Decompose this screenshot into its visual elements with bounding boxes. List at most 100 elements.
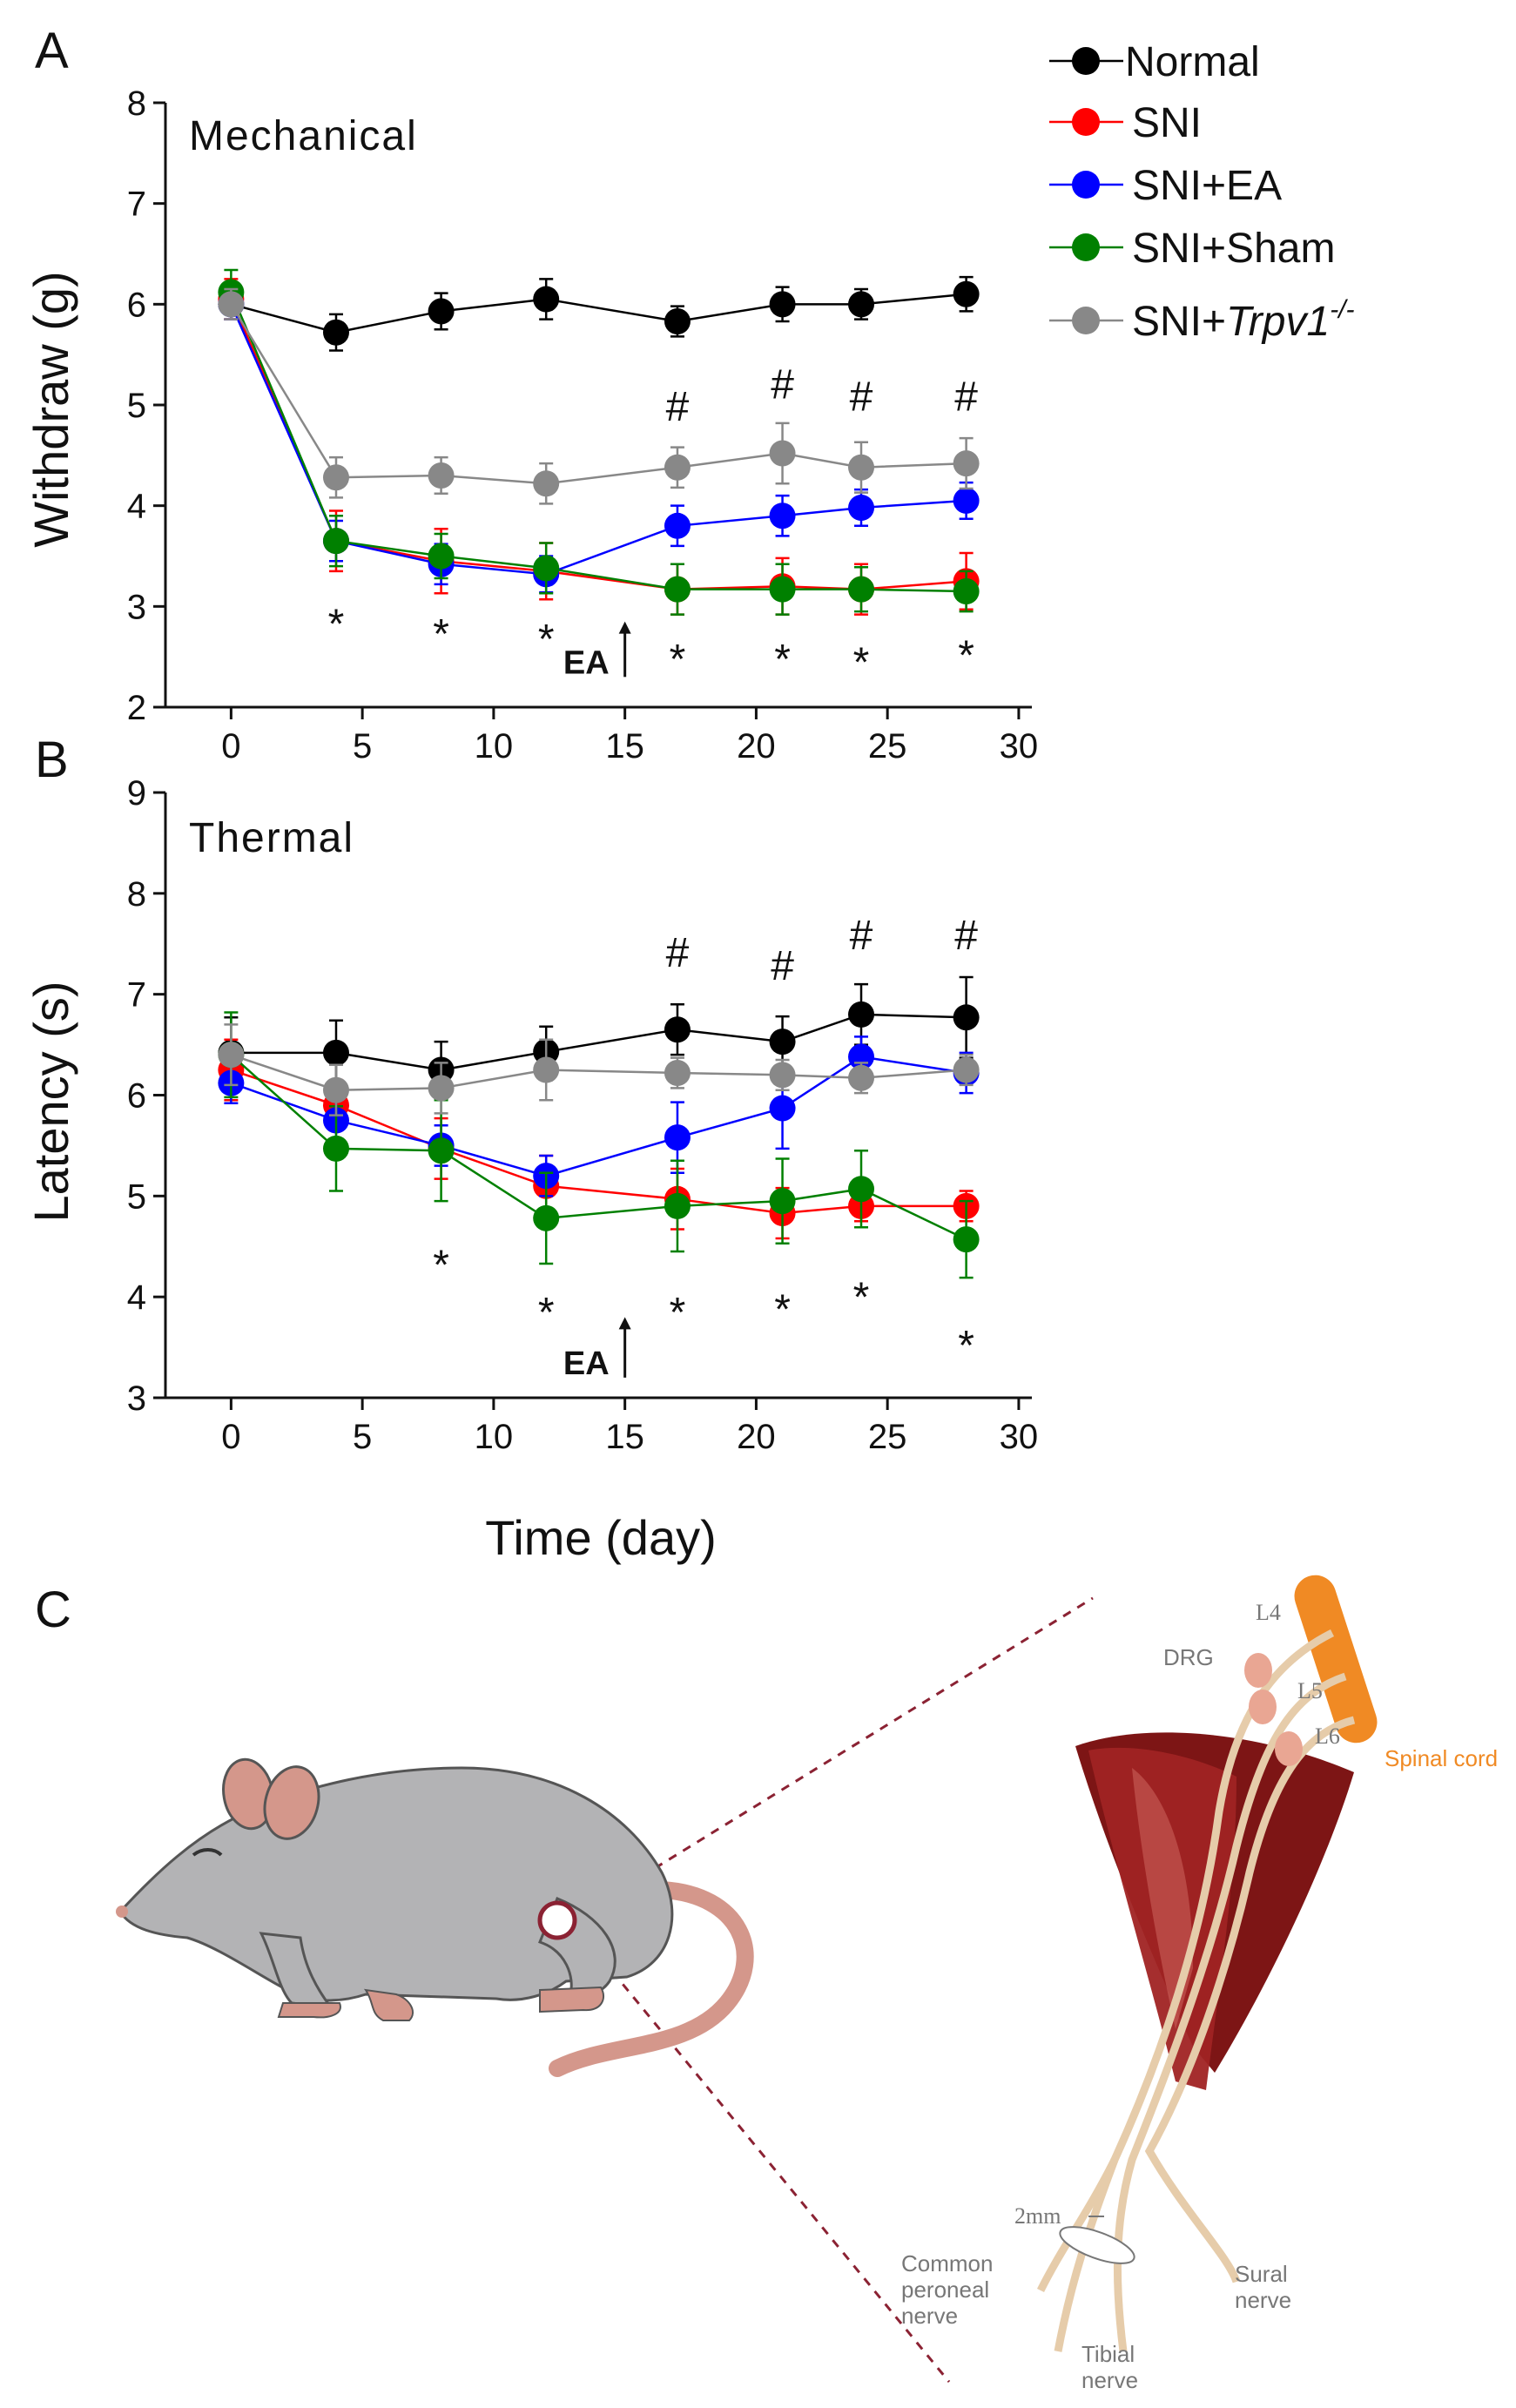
label-common-peroneal-3: nerve	[901, 2303, 958, 2329]
y-tick-label: 7	[127, 976, 146, 1015]
y-tick-label: 3	[127, 588, 146, 626]
label-drg: DRG	[1163, 1644, 1214, 1670]
label-2mm: 2mm	[1014, 2203, 1061, 2229]
series-line-SNI	[230, 1069, 967, 1215]
data-point-Normal	[664, 1016, 691, 1043]
significance-star: *	[538, 1290, 555, 1336]
data-point-SNI+Trpv1-/-	[218, 1042, 245, 1069]
mouse-tail	[549, 1881, 754, 2077]
label-tibial-2: nerve	[1081, 2367, 1138, 2393]
label-sural-2: nerve	[1235, 2287, 1291, 2313]
data-point-SNI+Sham	[848, 576, 875, 603]
label-l4: L4	[1256, 1600, 1281, 1625]
data-point-SNI+Trpv1-/-	[769, 440, 796, 467]
significance-hash: #	[954, 374, 978, 420]
drg-l5	[1249, 1690, 1277, 1724]
mouse-eye	[192, 1848, 223, 1857]
data-point-SNI+Sham	[664, 576, 691, 603]
chart-xlabel: Time (day)	[485, 1510, 717, 1565]
y-tick-label: 7	[127, 185, 146, 224]
data-point-SNI+Sham	[428, 1137, 455, 1164]
data-point-SNI+Trpv1-/-	[322, 1076, 349, 1103]
chart-a-ylabel: Withdraw (g)	[24, 271, 78, 547]
x-tick-label: 15	[605, 727, 644, 766]
data-point-Normal	[848, 291, 875, 318]
legend: Normal SNI SNI+EA SNI+Sham SNI+Trpv1-/-	[1049, 39, 1355, 345]
series-line-Normal	[231, 1013, 967, 1071]
significance-star: *	[774, 1286, 791, 1332]
label-common-peroneal-1: Common	[901, 2250, 993, 2276]
y-tick-label: 8	[127, 84, 146, 123]
y-tick-label: 5	[127, 387, 146, 425]
x-tick-label: 25	[868, 727, 907, 766]
data-point-SNI+Sham	[848, 1176, 875, 1203]
significance-hash: #	[666, 384, 690, 430]
data-point-SNI+Trpv1-/-	[953, 1056, 980, 1083]
series-line-Normal	[231, 293, 967, 334]
data-point-Normal	[953, 1004, 980, 1031]
x-tick-label: 20	[737, 1418, 776, 1456]
data-point-SNI+Sham	[428, 543, 455, 570]
data-point-SNI+Sham	[322, 528, 349, 555]
data-point-SNI+Trpv1-/-	[322, 464, 349, 491]
label-l5: L5	[1297, 1678, 1323, 1703]
data-point-SNI+Sham	[769, 576, 796, 603]
series-line-SNI+Sham	[230, 1054, 967, 1241]
significance-star: *	[433, 1243, 449, 1289]
significance-star: *	[538, 617, 555, 663]
chart-a-subtitle: Mechanical	[189, 113, 418, 159]
significance-star: *	[853, 1275, 870, 1321]
x-tick-label: 30	[1000, 1418, 1039, 1456]
x-tick-label: 25	[868, 1418, 907, 1456]
data-point-SNI+Sham	[533, 555, 560, 582]
nerve-anatomy: L4 L5 L6 DRG Spinal cord 2mm Common pero…	[901, 1575, 1498, 2393]
muscle-highlight	[1132, 1768, 1193, 2029]
ea-label: EA	[563, 1346, 610, 1382]
data-point-Normal	[769, 291, 796, 318]
data-point-SNI+Sham	[322, 1135, 349, 1162]
series-line-SNI+Trpv1-/-	[230, 303, 967, 485]
data-point-SNI+EA	[769, 503, 796, 529]
data-point-SNI+Trpv1-/-	[533, 1056, 560, 1083]
significance-star: *	[853, 639, 870, 685]
ea-label: EA	[563, 644, 610, 681]
data-point-SNI+Trpv1-/-	[428, 1075, 455, 1102]
legend-marker	[1072, 307, 1100, 334]
y-tick-label: 6	[127, 286, 146, 324]
legend-label: Normal	[1125, 39, 1260, 85]
significance-star: *	[958, 632, 974, 678]
y-tick-label: 3	[127, 1379, 146, 1418]
x-tick-label: 5	[353, 1418, 372, 1456]
significance-star: *	[958, 1323, 974, 1369]
significance-star: *	[670, 637, 686, 683]
panel-a-letter: A	[35, 23, 69, 79]
x-tick-label: 20	[737, 727, 776, 766]
series-line-SNI+EA	[230, 1056, 967, 1177]
legend-label: SNI+Trpv1-/-	[1132, 295, 1355, 345]
data-point-Normal	[322, 1039, 349, 1066]
data-point-Normal	[428, 298, 455, 325]
x-tick-label: 0	[221, 727, 240, 766]
data-point-Normal	[322, 319, 349, 346]
data-point-SNI+Sham	[664, 1192, 691, 1219]
label-tibial-1: Tibial	[1081, 2341, 1135, 2367]
label-sural-1: Sural	[1235, 2261, 1288, 2287]
mouse-front-paw-2	[363, 1988, 414, 2021]
data-point-SNI+EA	[664, 1124, 691, 1151]
data-point-SNI+Sham	[533, 1204, 560, 1231]
significance-hash: #	[771, 943, 794, 989]
data-point-SNI+EA	[848, 494, 875, 521]
data-point-Normal	[953, 280, 980, 307]
significance-star: *	[433, 611, 449, 658]
data-point-SNI+Trpv1-/-	[664, 454, 691, 481]
significance-hash: #	[771, 362, 794, 408]
legend-label: SNI	[1132, 100, 1202, 146]
data-point-Normal	[769, 1029, 796, 1056]
series-line-SNI+Sham	[230, 291, 967, 593]
x-tick-label: 15	[605, 1418, 644, 1456]
legend-marker	[1072, 108, 1100, 136]
data-point-SNI+Trpv1-/-	[848, 454, 875, 481]
ea-arrow-head	[618, 621, 631, 634]
data-point-SNI+EA	[953, 487, 980, 514]
